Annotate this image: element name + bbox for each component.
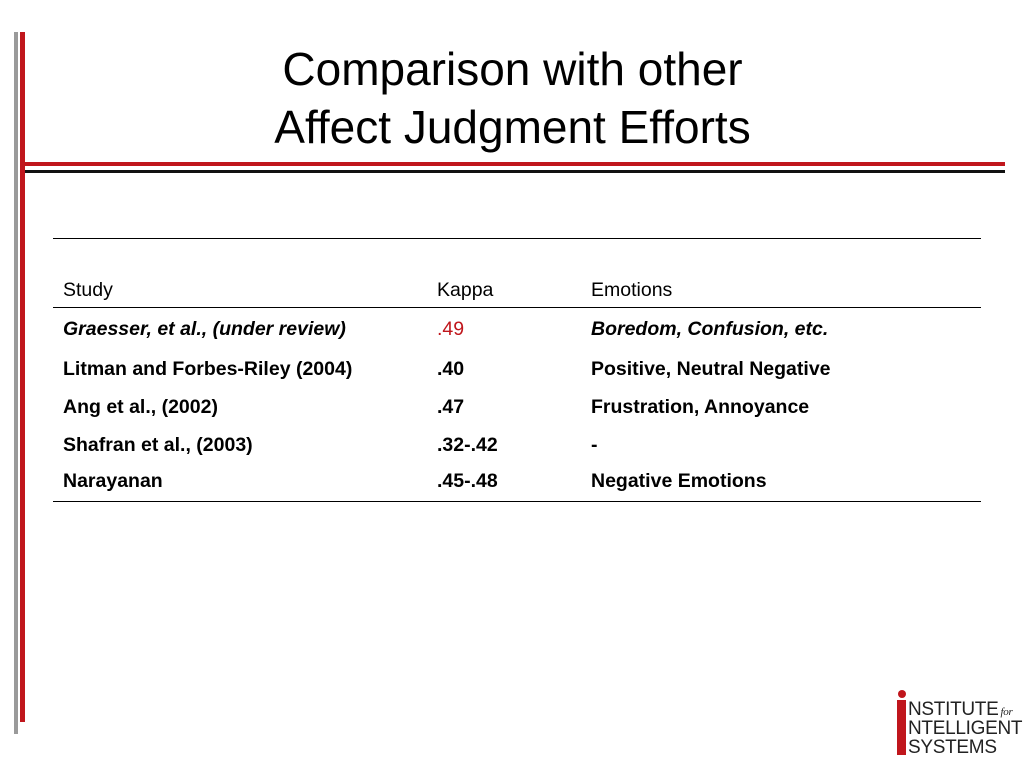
table-row: Narayanan .45-.48 Negative Emotions [53, 464, 981, 502]
cell-kappa: .40 [437, 357, 465, 380]
comparison-table: Study Kappa Emotions Graesser, et al., (… [53, 238, 981, 502]
logo-i-bar-icon [897, 700, 906, 755]
cell-emotions: - [591, 433, 598, 456]
cell-kappa: .45-.48 [427, 464, 581, 502]
cell-kappa: .47 [437, 395, 465, 418]
cell-emotions: Frustration, Annoyance [591, 395, 810, 418]
logo-text-for: for [1000, 706, 1013, 718]
cell-emotions: Positive, Neutral Negative [591, 357, 831, 380]
table-header-row: Study Kappa Emotions [53, 238, 981, 308]
header-study: Study [53, 238, 427, 308]
title-black-rule [25, 170, 1005, 173]
cell-emotions: Boredom, Confusion, etc. [591, 317, 829, 340]
logo-line-3: SYSTEMS [908, 737, 997, 758]
cell-emotions: Negative Emotions [581, 464, 981, 502]
slide-title-line-1: Comparison with other [282, 43, 743, 95]
logo-dot-icon [898, 690, 906, 698]
logo-line-2: NTELLIGENT [908, 718, 1023, 739]
cell-kappa: .32-.42 [437, 433, 498, 456]
left-grey-rule [14, 32, 18, 734]
cell-study: Shafran et al., (2003) [63, 433, 253, 456]
cell-kappa-highlighted: .49 [437, 317, 465, 340]
logo-text-institute: NSTITUTE [908, 699, 999, 720]
table-row: Shafran et al., (2003) .32-.42 - [53, 426, 981, 464]
title-red-rule [25, 162, 1005, 166]
header-kappa: Kappa [427, 238, 581, 308]
table-row: Graesser, et al., (under review) .49 Bor… [53, 308, 981, 351]
slide-title: Comparison with other Affect Judgment Ef… [25, 40, 1000, 156]
table-row: Ang et al., (2002) .47 Frustration, Anno… [53, 388, 981, 426]
header-emotions: Emotions [581, 238, 981, 308]
cell-study: Litman and Forbes-Riley (2004) [63, 357, 353, 380]
logo-line-1: NSTITUTE for [908, 699, 1013, 722]
table-row: Litman and Forbes-Riley (2004) .40 Posit… [53, 350, 981, 388]
left-red-rule [20, 32, 25, 722]
slide-title-line-2: Affect Judgment Efforts [274, 101, 751, 153]
cell-study: Narayanan [53, 464, 427, 502]
cell-study: Ang et al., (2002) [63, 395, 218, 418]
cell-study: Graesser, et al., (under review) [63, 317, 346, 340]
comparison-table-container: Study Kappa Emotions Graesser, et al., (… [53, 238, 981, 502]
institute-logo: NSTITUTE for NTELLIGENT SYSTEMS [896, 690, 1023, 760]
